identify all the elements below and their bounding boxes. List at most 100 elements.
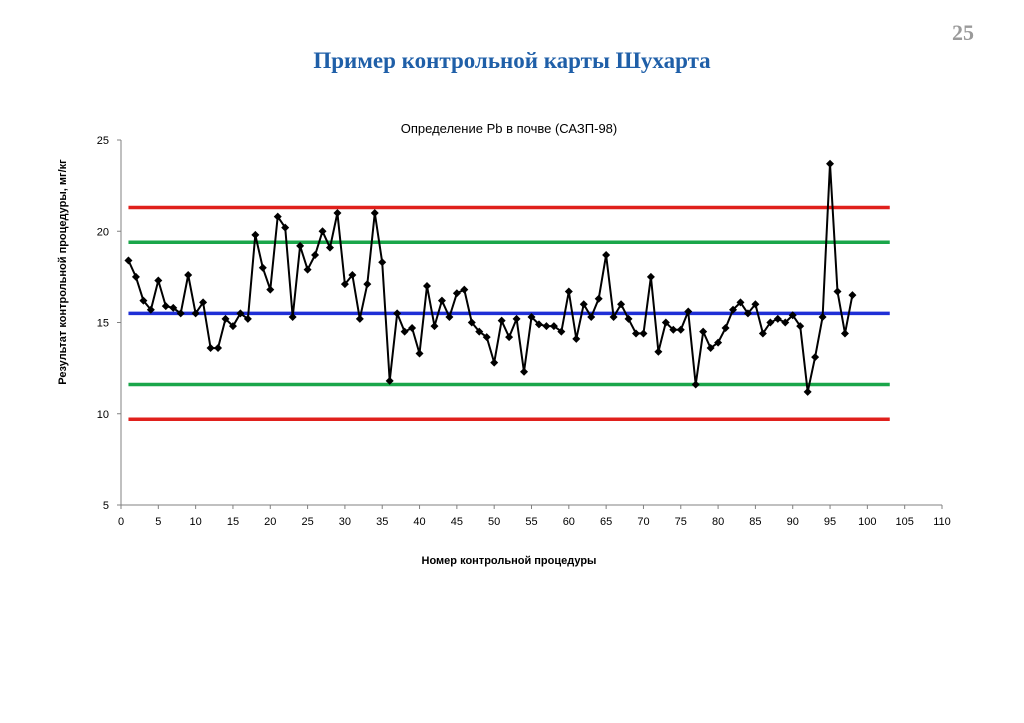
- data-point: [258, 263, 267, 272]
- data-point: [803, 387, 812, 396]
- data-point: [400, 327, 409, 336]
- x-tick-label: 80: [712, 516, 724, 528]
- series-line-group: [127, 162, 854, 393]
- x-tick-label: 55: [525, 516, 537, 528]
- data-point: [303, 265, 312, 274]
- data-point: [430, 322, 439, 331]
- x-tick-label: 65: [600, 516, 612, 528]
- data-point: [214, 344, 223, 353]
- control-limit-lines: [128, 205, 890, 421]
- data-point: [393, 309, 402, 318]
- data-point: [549, 322, 558, 331]
- data-point: [729, 305, 738, 314]
- data-point: [176, 309, 185, 318]
- data-point: [355, 314, 364, 323]
- data-point: [408, 323, 417, 332]
- data-point: [743, 309, 752, 318]
- data-point: [654, 347, 663, 356]
- data-point: [512, 314, 521, 323]
- data-point: [191, 309, 200, 318]
- data-point: [482, 333, 491, 342]
- data-point: [266, 285, 275, 294]
- x-tick-label: 90: [787, 516, 799, 528]
- data-point: [370, 209, 379, 217]
- data-point: [363, 280, 372, 289]
- data-point: [131, 272, 140, 281]
- data-point: [766, 318, 775, 327]
- data-point: [572, 334, 581, 343]
- data-point: [564, 287, 573, 296]
- data-point: [840, 329, 849, 338]
- x-tick-label: 110: [933, 516, 951, 528]
- data-point: [415, 349, 424, 358]
- x-tick-label: 75: [675, 516, 687, 528]
- x-tick-label: 5: [155, 516, 161, 528]
- x-tick-label: 20: [264, 516, 276, 528]
- chart-title: Определение Pb в почве (САЗП-98): [401, 121, 617, 136]
- data-point: [467, 318, 476, 327]
- x-tick-label: 105: [896, 516, 914, 528]
- data-point: [684, 307, 693, 316]
- x-tick-label: 95: [824, 516, 836, 528]
- x-tick-label: 30: [339, 516, 351, 528]
- data-point: [490, 358, 499, 367]
- data-point: [124, 256, 133, 265]
- x-tick-label: 100: [858, 516, 876, 528]
- data-point: [624, 314, 633, 323]
- data-point: [848, 291, 857, 300]
- data-point: [184, 271, 193, 280]
- data-point: [751, 300, 760, 309]
- data-point: [617, 300, 626, 309]
- data-point: [146, 305, 155, 314]
- data-point: [243, 314, 252, 323]
- y-tick-label: 15: [97, 318, 109, 330]
- data-point: [333, 209, 342, 217]
- y-tick-label: 10: [97, 409, 109, 421]
- data-point: [788, 311, 797, 320]
- data-point: [557, 327, 566, 336]
- data-point: [773, 314, 782, 323]
- data-point: [587, 313, 596, 322]
- data-point: [475, 327, 484, 336]
- y-tick-label: 25: [97, 135, 109, 147]
- x-tick-label: 70: [637, 516, 649, 528]
- data-point: [228, 322, 237, 331]
- x-axis-title: Номер контрольной процедуры: [422, 555, 597, 567]
- data-point: [736, 298, 745, 307]
- data-point: [251, 230, 260, 239]
- data-point: [661, 318, 670, 327]
- data-point: [199, 298, 208, 307]
- data-point: [706, 344, 715, 353]
- data-point: [169, 303, 178, 312]
- x-tick-label: 50: [488, 516, 500, 528]
- data-point: [161, 302, 170, 311]
- y-axis-ticks: 5 10 15 20 25: [97, 135, 121, 512]
- data-point: [221, 314, 230, 323]
- data-point: [281, 223, 290, 232]
- x-axis-ticks: 0 5 10 15 20 25 30 35 40 45 50 55 60 65 70 75 80 85 90 95 10…: [118, 505, 951, 528]
- slide-title: Пример контрольной карты Шухарта: [313, 48, 711, 73]
- data-point: [497, 316, 506, 325]
- x-tick-label: 15: [227, 516, 239, 528]
- x-tick-label: 10: [190, 516, 202, 528]
- data-point: [423, 282, 432, 290]
- data-point: [646, 272, 655, 281]
- data-point: [139, 296, 148, 305]
- data-point: [273, 212, 282, 221]
- data-point: [542, 322, 551, 331]
- data-point: [385, 376, 394, 385]
- data-point: [579, 300, 588, 309]
- data-point: [721, 323, 730, 332]
- data-point: [796, 322, 805, 331]
- data-point: [311, 250, 320, 259]
- x-tick-label: 35: [376, 516, 388, 528]
- data-point: [505, 333, 514, 342]
- data-point: [318, 227, 327, 236]
- data-point: [631, 329, 640, 338]
- data-point: [206, 344, 215, 353]
- data-point: [527, 313, 536, 322]
- x-tick-label: 60: [563, 516, 575, 528]
- data-point: [714, 338, 723, 347]
- data-point: [669, 325, 678, 334]
